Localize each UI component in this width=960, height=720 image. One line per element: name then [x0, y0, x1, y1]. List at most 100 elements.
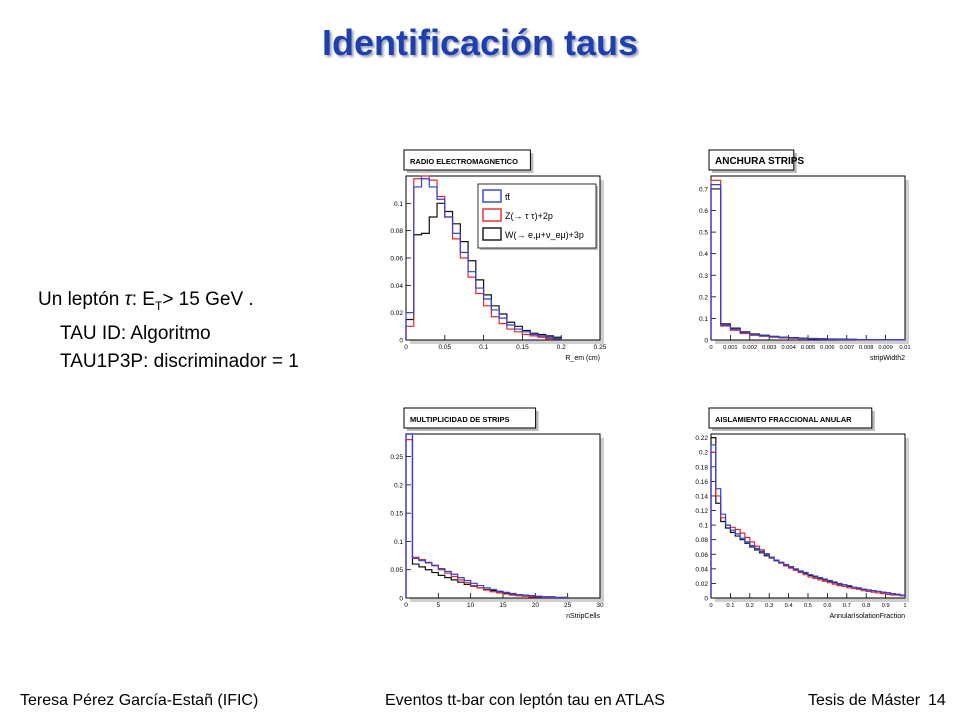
y-tick-label: 0.25	[390, 454, 403, 461]
y-tick-label: 0.05	[390, 567, 403, 574]
y-tick-label: 0	[399, 338, 403, 345]
footer-topic: Eventos tt-bar con leptón tau en ATLAS	[385, 692, 665, 709]
x-tick-label: 5	[437, 602, 441, 609]
y-tick-label: 0	[399, 596, 403, 603]
x-tick-label: 0.6	[823, 603, 831, 609]
x-tick-label: 0.25	[594, 344, 607, 351]
x-tick-label: 25	[564, 602, 572, 609]
x-tick-label: 0.05	[438, 344, 451, 351]
y-tick-label: 0.4	[699, 251, 708, 258]
histogram-series-0	[710, 184, 906, 341]
y-tick-label: 0.22	[695, 435, 708, 442]
x-tick-label: 0	[709, 603, 712, 609]
x-tick-label: 20	[532, 602, 540, 609]
x-tick-label: 1	[903, 603, 906, 609]
plot-title-box	[403, 149, 531, 171]
x-axis-label: nStripCells	[566, 613, 600, 620]
bullet-tau-lepton: Un leptón τ: ET> 15 GeV .	[38, 286, 299, 320]
y-tick-label: 0.3	[699, 273, 708, 280]
plot-frame	[710, 433, 906, 599]
x-tick-label: 0.004	[781, 345, 796, 351]
y-tick-label: 0.04	[695, 566, 708, 573]
y-tick-label: 0.08	[390, 228, 403, 235]
plot-title-box	[708, 149, 795, 171]
y-tick-label: 0.1	[699, 316, 708, 323]
footer-page-number: 14	[928, 692, 946, 709]
histogram-series-0	[405, 433, 569, 599]
x-tick-label: 10	[467, 602, 475, 609]
legend-swatch	[482, 189, 502, 203]
x-tick-label: 15	[499, 602, 507, 609]
y-tick-label: 0	[704, 338, 708, 345]
bullet-list: Un leptón τ: ET> 15 GeV . TAU ID: Algori…	[38, 286, 299, 376]
x-axis-label: stripWidth2	[870, 355, 905, 362]
y-tick-label: 0.06	[695, 552, 708, 559]
y-tick-label: 0.6	[699, 208, 708, 215]
y-tick-label: 0.7	[699, 186, 708, 193]
footer-thesis: Tesis de Máster	[808, 692, 921, 709]
y-tick-label: 0.04	[390, 283, 403, 290]
y-tick-label: 0.1	[699, 523, 708, 530]
plot-title: RADIO ELECTROMAGNETICO	[410, 157, 518, 166]
bullet-line1-suffix: > 15 GeV .	[162, 289, 254, 310]
plot-anchura-strips: ANCHURA STRIPS 0 0.1 0.2 0.3 0.4 0.5 0.6 0.7 0 0.0…	[699, 149, 911, 362]
x-tick-label: 0	[404, 344, 408, 351]
y-tick-label: 0.2	[699, 294, 708, 301]
footer-author: Teresa Pérez García-Estañ (IFIC)	[20, 692, 259, 709]
y-tick-label: 0.15	[390, 511, 403, 518]
x-tick-label: 0.1	[479, 344, 488, 351]
y-tick-label: 0.16	[695, 479, 708, 486]
bullet-line1-sub: T	[154, 298, 163, 313]
y-tick-label: 0.5	[699, 230, 708, 237]
y-tick-label: 0.1	[394, 201, 403, 208]
x-tick-label: 0	[709, 345, 712, 351]
plot-title-box	[403, 407, 537, 429]
y-tick-label: 0.06	[390, 256, 403, 263]
x-tick-label: 0.001	[723, 345, 738, 351]
histogram-series-0	[710, 444, 906, 598]
legend-swatch	[482, 227, 502, 241]
y-tick-label: 0.12	[695, 508, 708, 515]
legend-box	[477, 183, 597, 249]
plot-multiplicidad-strips: MULTIPLICIDAD DE STRIPS 0 0.05 0.1 0.15 0.2 0.…	[390, 407, 604, 620]
x-axis-label: AnnularIsolationFraction	[830, 613, 906, 620]
bullet-line1-mid: : E	[131, 289, 155, 310]
bullet-tau-id: TAU ID: Algoritmo	[60, 322, 211, 344]
x-tick-label: 0.3	[765, 603, 773, 609]
x-tick-label: 0.01	[899, 345, 910, 351]
x-tick-label: 0.007	[840, 345, 855, 351]
plot-title-box	[708, 407, 873, 429]
plot-radio-electromagnetico: RADIO ELECTROMAGNETICO 0 0.02 0.04 0.06 0.08 0…	[390, 149, 607, 362]
bullet-discriminator: TAU1P3P: discriminador = 1	[60, 350, 299, 372]
x-tick-label: 0.002	[743, 345, 758, 351]
x-tick-label: 0.15	[516, 344, 529, 351]
x-tick-label: 0.1	[726, 603, 734, 609]
x-tick-label: 0.006	[820, 345, 835, 351]
plot-frame	[710, 175, 906, 341]
legend-entry: tt̄	[505, 192, 511, 202]
x-tick-label: 0.2	[746, 603, 754, 609]
x-tick-label: 0.8	[862, 603, 870, 609]
plot-aislamiento-fraccional: AISLAMIENTO FRACCIONAL ANULAR 0 0.02 0.04 0.…	[695, 407, 909, 620]
x-tick-label: 0.2	[557, 344, 566, 351]
slide-title: Identificación taus	[321, 22, 639, 63]
x-tick-label: 0.4	[785, 603, 794, 609]
plot-title: ANCHURA STRIPS	[715, 156, 804, 167]
x-tick-label: 0.5	[804, 603, 812, 609]
bullet-line1-prefix: Un leptón	[38, 289, 125, 310]
histogram-series-2	[405, 202, 562, 340]
y-tick-label: 0.02	[390, 310, 403, 317]
plot-frame	[405, 433, 601, 599]
x-tick-label: 0.005	[801, 345, 816, 351]
y-tick-label: 0.2	[394, 482, 403, 489]
x-tick-label: 0.9	[882, 603, 890, 609]
x-tick-label: 0.008	[859, 345, 874, 351]
y-tick-label: 0.02	[695, 581, 708, 588]
y-tick-label: 0	[704, 596, 708, 603]
legend-entry: W(→ e,μ+ν_eμ)+3p	[505, 230, 584, 240]
x-tick-label: 0.003	[762, 345, 777, 351]
x-tick-label: 0.7	[843, 603, 851, 609]
plot-title: AISLAMIENTO FRACCIONAL ANULAR	[715, 415, 852, 424]
x-tick-label: 0.009	[878, 345, 893, 351]
legend-entry: Z(→ τ τ)+2p	[505, 211, 553, 221]
